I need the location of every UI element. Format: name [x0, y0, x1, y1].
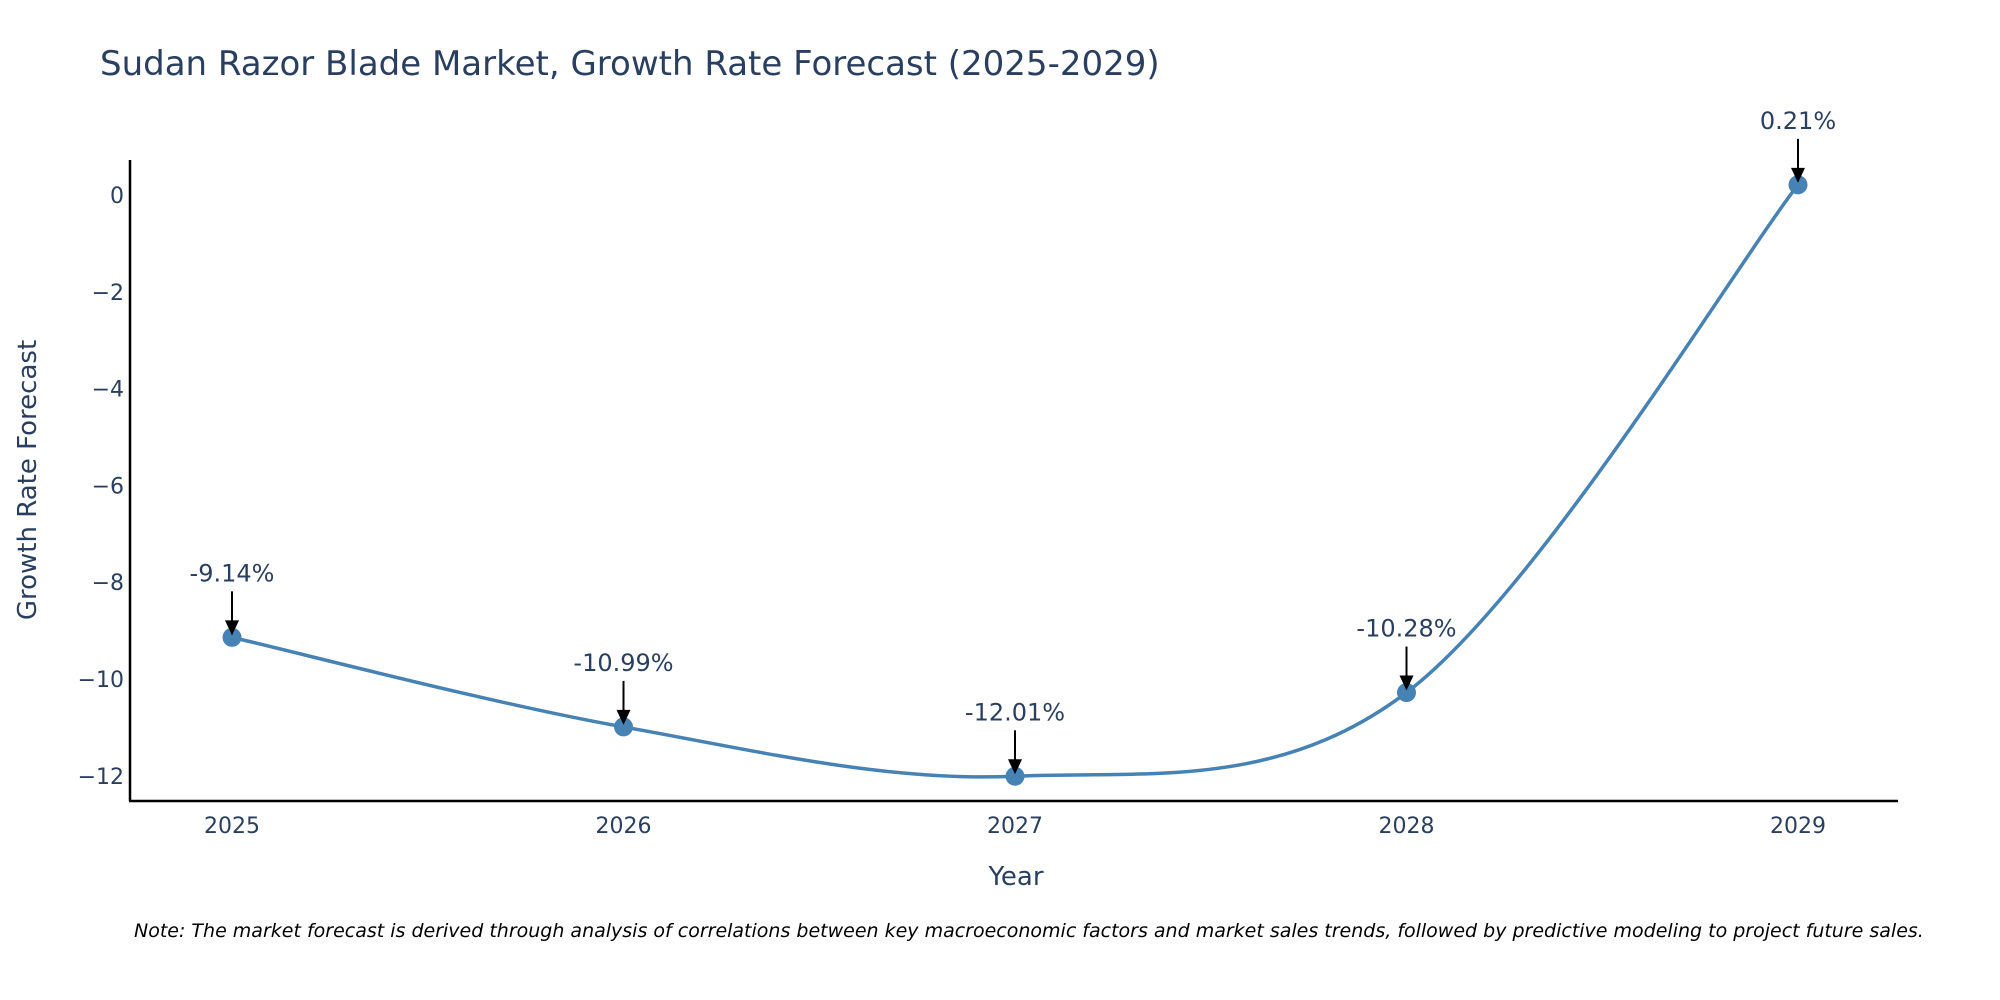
y-tick-label: −8	[92, 571, 124, 596]
data-label: -10.99%	[573, 649, 673, 677]
annotation-arrowhead	[225, 620, 239, 636]
annotation-arrowhead	[616, 709, 631, 725]
data-label: -12.01%	[965, 698, 1065, 726]
y-axis-ticks: 0 −2 −4 −6 −8 −10 −12	[78, 184, 124, 790]
data-annotations: -9.14% -10.99% -12.01% -10.28% 0.21%	[190, 107, 1836, 775]
data-point	[1788, 175, 1808, 195]
annotation-arrowhead	[1008, 759, 1022, 775]
chart-title: Sudan Razor Blade Market, Growth Rate Fo…	[100, 44, 1160, 84]
x-tick-label: 2029	[1770, 814, 1826, 839]
data-label: 0.21%	[1760, 107, 1836, 135]
data-label: -10.28%	[1356, 615, 1456, 643]
y-tick-label: −2	[92, 281, 124, 306]
y-tick-label: −6	[92, 474, 124, 499]
data-point	[1397, 683, 1416, 703]
x-axis-ticks: 2025 2026 2027 2028 2029	[204, 814, 1826, 839]
footnote: Note: The market forecast is derived thr…	[134, 920, 1924, 942]
annotation-arrowhead	[1399, 675, 1414, 691]
y-tick-label: −12	[78, 765, 124, 790]
x-tick-label: 2027	[987, 814, 1043, 839]
x-tick-label: 2025	[204, 814, 260, 839]
y-tick-label: −10	[78, 668, 124, 693]
data-point	[614, 717, 633, 737]
y-axis-title: Growth Rate Forecast	[13, 340, 43, 620]
x-tick-label: 2026	[596, 814, 652, 839]
y-tick-label: 0	[110, 184, 124, 209]
y-tick-label: −4	[92, 378, 124, 403]
data-label: -9.14%	[190, 559, 275, 587]
data-point	[1005, 766, 1025, 786]
x-axis-title: Year	[987, 862, 1043, 892]
x-tick-label: 2028	[1379, 814, 1435, 839]
series-line	[231, 183, 1800, 779]
annotation-arrowhead	[1791, 167, 1805, 183]
series-markers	[222, 175, 1808, 786]
data-point	[222, 627, 242, 647]
